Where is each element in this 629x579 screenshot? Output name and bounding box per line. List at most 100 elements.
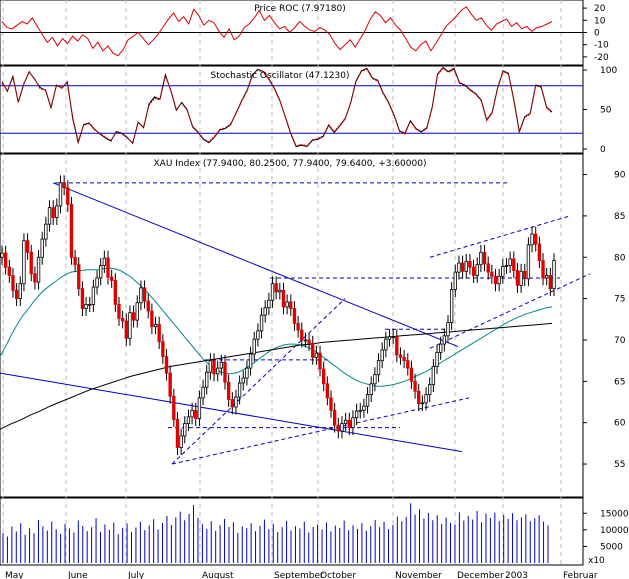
candle-body xyxy=(241,377,245,384)
candle-body xyxy=(142,287,147,302)
price-y-tick-label: 85 xyxy=(614,212,625,222)
candle-body xyxy=(442,335,447,345)
candle-body xyxy=(131,312,136,321)
candle-body xyxy=(446,322,450,337)
candle-body xyxy=(486,263,490,273)
candle-body xyxy=(0,252,4,258)
candle-body xyxy=(51,207,55,218)
candle-body xyxy=(449,289,454,324)
candle-body xyxy=(219,361,224,369)
candle-body xyxy=(424,394,428,404)
volume-unit-label: x10 xyxy=(588,556,605,566)
candle-body xyxy=(398,354,403,358)
candle-body xyxy=(395,336,399,356)
candle-body xyxy=(113,280,118,305)
candle-body xyxy=(237,382,242,398)
candle-body xyxy=(259,314,264,332)
x-tick-label: May xyxy=(5,571,24,579)
candle-body xyxy=(438,343,443,353)
candle-body xyxy=(84,304,88,309)
x-tick-label: July xyxy=(127,571,145,579)
candle-body xyxy=(369,383,373,395)
candle-body xyxy=(373,374,377,385)
candle-body xyxy=(336,424,340,432)
candle-body xyxy=(332,409,337,426)
volume-y-tick-label: 5000 xyxy=(600,542,623,552)
candle-body xyxy=(475,264,479,276)
candle-body xyxy=(519,270,523,286)
price-y-tick-label: 55 xyxy=(614,460,625,470)
candle-body xyxy=(274,283,278,293)
candle-body xyxy=(351,417,355,429)
candle-body xyxy=(413,380,417,392)
price-y-tick-label: 60 xyxy=(614,419,626,429)
candle-body xyxy=(14,289,19,300)
candle-body xyxy=(33,273,37,283)
candle-body xyxy=(545,275,549,279)
candle-body xyxy=(380,349,384,362)
candle-body xyxy=(289,301,293,309)
candle-body xyxy=(7,266,11,276)
candle-body xyxy=(428,384,432,395)
candle-body xyxy=(387,336,392,340)
candle-body xyxy=(256,330,260,340)
candle-body xyxy=(135,302,139,321)
candle-body xyxy=(479,251,483,266)
candle-body xyxy=(501,265,505,277)
candle-body xyxy=(281,289,286,308)
panel-frame xyxy=(0,153,584,498)
candle-body xyxy=(457,262,461,273)
candle-body xyxy=(402,356,406,362)
price-title: XAU Index (77.9400, 80.2500, 77.9400, 79… xyxy=(154,159,427,169)
candle-body xyxy=(146,300,150,312)
candle-body xyxy=(11,275,15,291)
candle-body xyxy=(29,251,33,275)
stoch-y-tick-label: 50 xyxy=(600,106,612,116)
candle-body xyxy=(168,372,172,397)
candle-body xyxy=(164,356,169,374)
candle-body xyxy=(55,205,59,218)
candle-body xyxy=(311,342,315,358)
candle-body xyxy=(124,320,128,339)
candle-body xyxy=(314,352,319,358)
price-y-tick-label: 65 xyxy=(614,377,625,387)
candle-body xyxy=(318,352,322,370)
candle-body xyxy=(175,418,180,448)
candle-body xyxy=(44,223,48,240)
candle-body xyxy=(541,260,545,279)
stoch-title: Stochastic Oscillator (47.1230) xyxy=(210,71,349,81)
candle-body xyxy=(102,257,107,266)
candle-body xyxy=(47,207,52,225)
candle-body xyxy=(530,233,534,246)
candle-body xyxy=(365,394,370,407)
candle-body xyxy=(22,240,26,285)
candle-body xyxy=(186,416,191,424)
candle-body xyxy=(325,383,330,399)
candle-body xyxy=(420,402,425,405)
roc-y-tick-label: -10 xyxy=(594,41,609,51)
candle-body xyxy=(552,260,556,290)
moving-average-long xyxy=(0,322,553,430)
candle-body xyxy=(139,287,143,304)
candle-body xyxy=(278,289,282,293)
candle-body xyxy=(300,329,304,341)
candle-body xyxy=(153,323,158,328)
candle-body xyxy=(391,336,395,339)
roc-y-tick-label: 0 xyxy=(594,29,600,39)
candle-body xyxy=(88,304,92,306)
candle-body xyxy=(384,338,388,351)
candle-body xyxy=(347,419,351,429)
candle-body xyxy=(25,240,30,253)
candle-body xyxy=(109,276,114,281)
candle-body xyxy=(234,396,238,408)
candle-body xyxy=(468,260,472,268)
candle-body xyxy=(285,301,289,308)
candle-body xyxy=(303,339,308,342)
candle-body xyxy=(358,409,362,412)
candle-body xyxy=(99,265,103,279)
candle-body xyxy=(296,323,300,331)
candle-body xyxy=(508,258,512,266)
candle-body xyxy=(464,260,468,272)
candle-body xyxy=(230,399,234,408)
